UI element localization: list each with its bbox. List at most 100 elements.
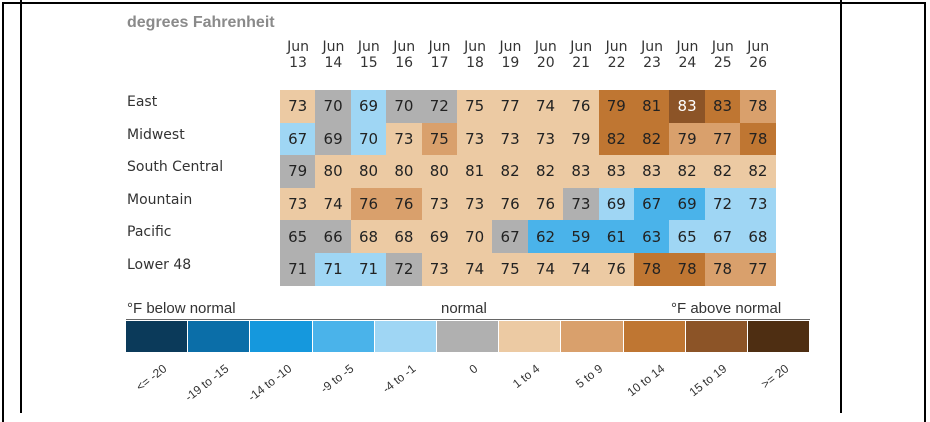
legend-swatch xyxy=(623,321,686,352)
legend-rule xyxy=(126,319,810,320)
region-label: Lower 48 xyxy=(127,257,192,273)
heatmap-cell: 74 xyxy=(563,253,599,286)
heatmap-cell: 71 xyxy=(315,253,351,286)
heatmap-cell: 78 xyxy=(704,253,741,286)
heatmap-cell: 80 xyxy=(315,155,351,188)
date-day: 14 xyxy=(324,55,343,71)
heatmap-cell: 79 xyxy=(598,90,634,123)
heatmap-cell: 73 xyxy=(280,90,316,123)
date-month: Jun xyxy=(605,39,628,55)
heatmap-cell: 82 xyxy=(704,155,741,188)
legend-swatch xyxy=(250,321,313,352)
legend-swatch xyxy=(561,321,624,352)
heatmap-cell: 70 xyxy=(315,90,351,123)
date-header: Jun 21 xyxy=(563,39,599,71)
heatmap-cell: 65 xyxy=(280,220,316,253)
date-month: Jun xyxy=(464,39,486,55)
heatmap-cell: 76 xyxy=(527,187,564,221)
heatmap-cell: 76 xyxy=(492,187,528,221)
heatmap-cell: 73 xyxy=(457,122,493,156)
heatmap-cell: 82 xyxy=(669,155,705,188)
legend-swatch xyxy=(374,321,437,352)
date-month: Jun xyxy=(393,39,416,55)
heatmap-cell: 81 xyxy=(634,90,670,123)
heatmap-cell: 79 xyxy=(280,155,316,188)
heatmap-cell: 78 xyxy=(740,90,776,123)
heatmap-cell: 67 xyxy=(704,220,741,253)
heatmap-cell: 73 xyxy=(421,253,457,286)
heatmap-cell: 73 xyxy=(386,122,422,156)
date-header: Jun 16 xyxy=(386,39,422,71)
date-header: Jun 24 xyxy=(669,39,705,71)
heatmap-cell: 63 xyxy=(634,220,670,253)
date-month: Jun xyxy=(676,39,699,55)
heatmap-cell: 69 xyxy=(669,187,705,221)
region-label: Pacific xyxy=(127,224,172,241)
heatmap-cell: 74 xyxy=(457,253,493,286)
legend-above-normal-title: °F above normal xyxy=(671,300,782,317)
region-label: Mountain xyxy=(127,191,193,208)
heatmap-cell: 73 xyxy=(421,187,457,221)
date-month: Jun xyxy=(711,39,734,55)
legend-swatch xyxy=(188,321,251,352)
region-label: Midwest xyxy=(127,126,185,143)
chart-subtitle: degrees Fahrenheit xyxy=(127,14,275,31)
date-header: Jun 14 xyxy=(315,39,351,71)
heatmap-cell: 73 xyxy=(492,122,528,156)
date-day: 13 xyxy=(289,55,307,71)
heatmap-cell: 68 xyxy=(350,220,387,253)
heatmap-cell: 73 xyxy=(280,187,316,221)
date-day: 20 xyxy=(536,55,555,71)
legend-swatch xyxy=(312,321,375,352)
heatmap-cell: 77 xyxy=(740,253,776,286)
region-label: South Central xyxy=(127,159,224,176)
date-header: Jun 20 xyxy=(528,39,564,71)
heatmap-cell: 76 xyxy=(350,187,387,221)
heatmap-cell: 61 xyxy=(598,220,634,253)
date-day: 25 xyxy=(713,55,732,71)
heatmap-cell: 71 xyxy=(350,253,387,286)
date-month: Jun xyxy=(357,39,380,55)
heatmap-cell: 67 xyxy=(280,122,316,156)
date-month: Jun xyxy=(287,39,309,55)
heatmap-cell: 77 xyxy=(492,90,528,123)
heatmap-cell: 82 xyxy=(634,122,670,156)
heatmap-cell: 76 xyxy=(598,253,634,286)
legend-swatch xyxy=(685,321,748,352)
date-month: Jun xyxy=(747,39,770,55)
heatmap-cell: 76 xyxy=(386,187,422,221)
heatmap-cell: 73 xyxy=(563,187,599,221)
heatmap-cell: 79 xyxy=(563,122,599,156)
date-day: 15 xyxy=(359,55,378,71)
heatmap-cell: 75 xyxy=(457,90,493,123)
heatmap-cell: 78 xyxy=(669,253,705,286)
heatmap-cell: 80 xyxy=(350,155,387,188)
right-border-line xyxy=(840,0,842,413)
heatmap-cell: 71 xyxy=(280,253,316,286)
legend-swatch xyxy=(499,321,562,352)
date-day: 26 xyxy=(749,55,768,71)
heatmap-cell: 72 xyxy=(421,90,457,123)
date-day: 22 xyxy=(607,55,626,71)
left-border-line xyxy=(20,0,22,413)
heatmap-cell: 73 xyxy=(740,187,776,221)
date-header: Jun 18 xyxy=(457,39,493,71)
heatmap-cell: 81 xyxy=(457,155,493,188)
legend-swatch xyxy=(437,321,500,352)
heatmap-cell: 83 xyxy=(669,90,705,123)
date-month: Jun xyxy=(499,39,522,55)
heatmap-cell: 77 xyxy=(704,122,741,156)
heatmap-cell: 78 xyxy=(740,122,776,156)
heatmap-cell: 80 xyxy=(421,155,457,188)
heatmap-cell: 78 xyxy=(634,253,670,286)
region-label: East xyxy=(127,94,158,110)
legend-below-normal-title: °F below normal xyxy=(127,300,236,317)
heatmap-cell: 74 xyxy=(527,90,564,123)
date-header: Jun 17 xyxy=(422,39,458,71)
heatmap-cell: 68 xyxy=(740,220,776,253)
heatmap-cell: 69 xyxy=(598,187,634,221)
date-day: 24 xyxy=(678,55,697,71)
heatmap-cell: 76 xyxy=(563,90,599,123)
heatmap-cell: 75 xyxy=(421,122,457,156)
